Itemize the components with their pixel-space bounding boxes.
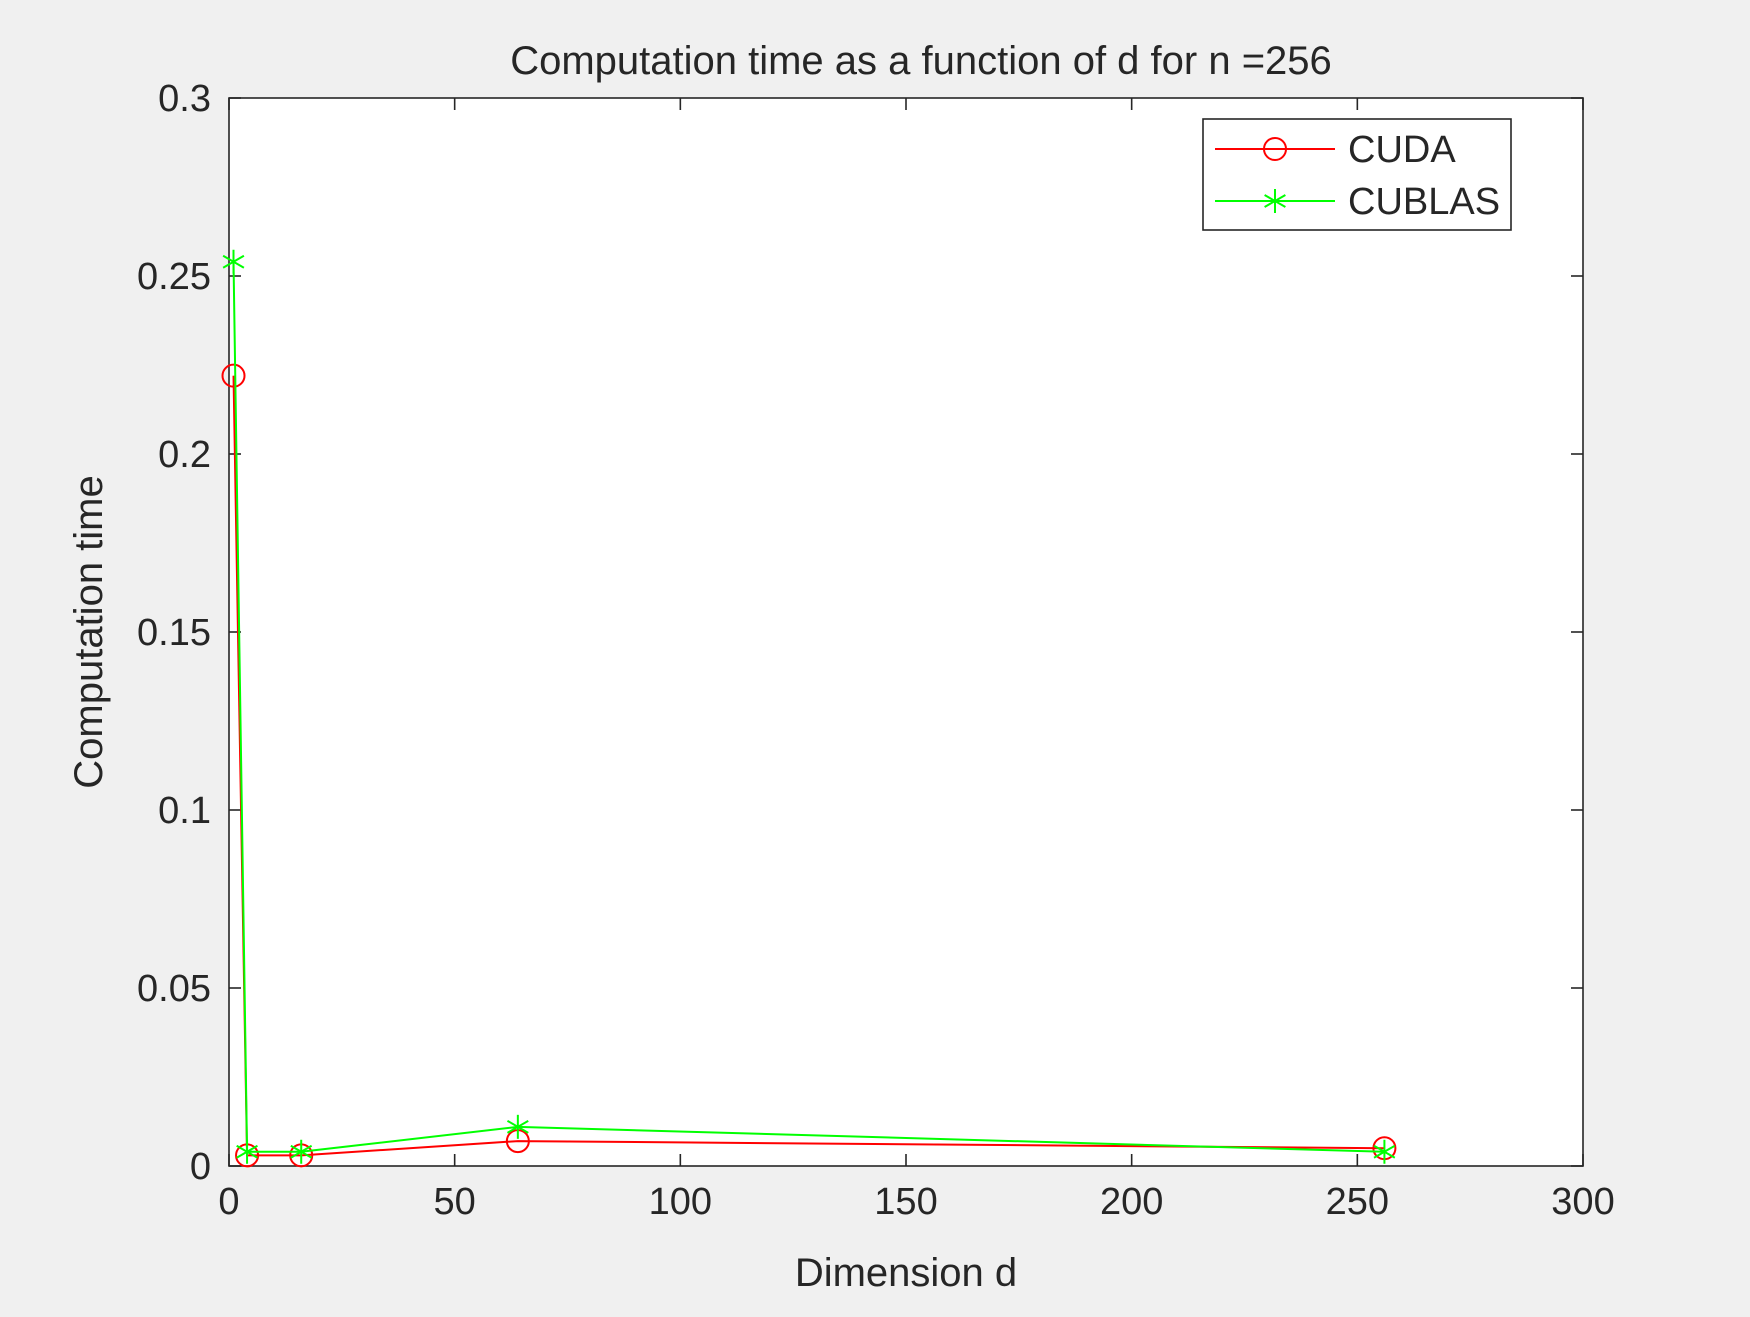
data-point-cublas-stroke [236, 1144, 258, 1159]
legend-marker-cuda [1263, 137, 1287, 161]
x-axis-label: Dimension d [795, 1251, 1017, 1295]
legend-marker-cublas [1264, 189, 1286, 213]
x-tick-label: 150 [874, 1181, 937, 1223]
series-cublas [222, 249, 1396, 1164]
legend-marker-cublas-stroke [1264, 194, 1286, 208]
x-tick-label: 250 [1326, 1181, 1389, 1223]
y-tick-label: 0.15 [137, 612, 211, 654]
x-tick-label: 100 [649, 1181, 712, 1223]
data-point-cublas-stroke [1373, 1144, 1396, 1159]
y-tick-label: 0 [190, 1146, 211, 1188]
y-tick-label: 0.05 [137, 968, 211, 1010]
y-tick-label: 0.25 [137, 256, 211, 298]
y-tick-label: 0.3 [158, 78, 211, 120]
series-layer [221, 249, 1397, 1168]
x-axis-ticks: 0 50 100 150 200 250 300 [218, 98, 1615, 1223]
data-point-cublas [506, 1114, 529, 1139]
data-point-cublas-stroke [506, 1119, 529, 1134]
chart-title: Computation time as a function of d for … [510, 39, 1332, 83]
x-tick-label: 200 [1100, 1181, 1163, 1223]
data-point-cublas [236, 1139, 258, 1164]
x-tick-label: 50 [434, 1181, 476, 1223]
data-point-cublas [1373, 1139, 1396, 1164]
y-axis-ticks: 0 0.05 0.1 0.15 0.2 0.25 0.3 [137, 78, 1583, 1188]
legend-box [1202, 118, 1512, 231]
legend-entries: CUDA CUBLAS [1215, 129, 1500, 223]
x-tick-label: 0 [218, 1181, 239, 1223]
data-point-cublas [290, 1139, 313, 1164]
x-tick-label: 300 [1551, 1181, 1614, 1223]
plot-area [228, 97, 1584, 1167]
data-point-cublas-stroke [290, 1144, 313, 1159]
data-point-cublas [222, 249, 245, 274]
y-axis-label: Computation time [67, 475, 111, 788]
y-tick-label: 0.1 [158, 790, 211, 832]
data-point-cuda [221, 363, 246, 388]
legend: CUDA CUBLAS [1202, 118, 1512, 231]
legend-label-cuda: CUDA [1348, 129, 1456, 171]
legend-label-cublas: CUBLAS [1348, 181, 1500, 223]
y-tick-label: 0.2 [158, 434, 211, 476]
data-point-cublas-stroke [222, 254, 245, 269]
